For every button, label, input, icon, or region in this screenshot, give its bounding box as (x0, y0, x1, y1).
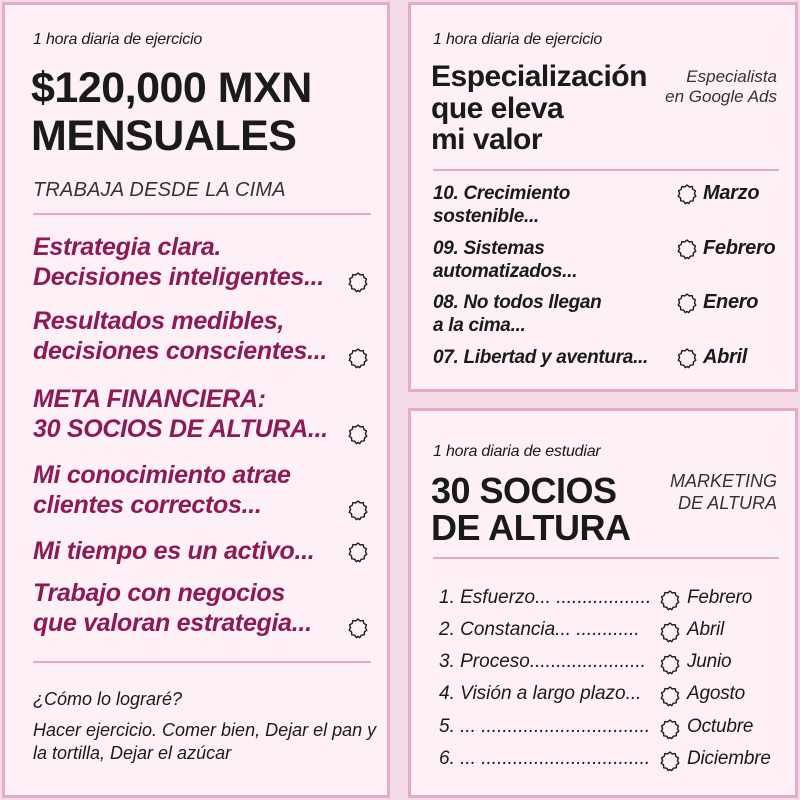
scalloped-badge-icon (676, 347, 698, 369)
scalloped-badge-icon (347, 347, 369, 369)
goal-item-5: Mi tiempo es un activo... (33, 537, 315, 565)
br-item-month: Abril (687, 619, 725, 640)
br-item-label: 2. Constancia... ............ (439, 619, 640, 640)
bottom-right-card: 1 hora diaria de estudiar 30 SOCIOS DE A… (408, 408, 798, 798)
goal-item-3: META FINANCIERA: 30 SOCIOS DE ALTURA... (33, 385, 328, 443)
scalloped-badge-icon (676, 292, 698, 314)
scalloped-badge-icon (347, 617, 369, 639)
br-item: 5. ... ................................ … (439, 716, 779, 742)
br-item-month: Junio (687, 651, 732, 672)
br-item-month: Agosto (687, 683, 745, 704)
scalloped-badge-icon (659, 750, 681, 772)
br-item-label: 4. Visión a largo plazo... (439, 683, 642, 704)
br-item: 4. Visión a largo plazo... Agosto (439, 683, 779, 709)
br-item-label: 5. ... ................................ (439, 716, 651, 737)
scalloped-badge-icon (347, 271, 369, 293)
goal-item-4: Mi conocimiento atrae clientes correctos.… (33, 461, 291, 519)
left-divider-top (33, 213, 371, 215)
left-divider-bottom (33, 661, 371, 663)
br-side-label: MARKETING DE ALTURA (669, 471, 777, 513)
tr-side-label: Especialista en Google Ads (665, 67, 777, 107)
br-item-label: 1. Esfuerzo... .................. (439, 587, 652, 608)
br-item: 3. Proceso...................... Junio (439, 651, 779, 677)
left-card: 1 hora diaria de ejercicio $120,000 MXN … (2, 2, 390, 798)
goal-item-1: Estrategia clara. Decisiones inteligentes… (33, 233, 324, 291)
tr-item-label: 10. Crecimiento sostenible... (433, 183, 570, 227)
br-item-month: Octubre (687, 716, 754, 737)
left-subtitle: TRABAJA DESDE LA CIMA (33, 179, 286, 201)
tr-divider (433, 169, 779, 171)
scalloped-badge-icon (659, 685, 681, 707)
scalloped-badge-icon (347, 423, 369, 445)
tr-item-label: 09. Sistemas automatizados... (433, 238, 578, 282)
br-headline: 30 SOCIOS DE ALTURA (431, 470, 631, 548)
goal-item-6: Trabajo con negocios que valoran estrateg… (33, 579, 312, 637)
tr-item-label: 07. Libertad y aventura... (433, 347, 649, 368)
tr-headline: Especialización que eleva mi valor (431, 60, 647, 156)
left-headline-line-1: $120,000 MXN (31, 64, 312, 112)
scalloped-badge-icon (347, 499, 369, 521)
scalloped-badge-icon (676, 183, 698, 205)
tr-item-month: Febrero (703, 237, 776, 259)
tr-item-month: Abril (703, 346, 748, 368)
goal-item-2: Resultados medibles, decisiones conscient… (33, 307, 328, 365)
br-item: 2. Constancia... ............ Abril (439, 619, 779, 645)
scalloped-badge-icon (659, 718, 681, 740)
scalloped-badge-icon (659, 621, 681, 643)
br-item: 6. ... ................................ … (439, 748, 779, 774)
tr-item-label: 08. No todos llegan a la cima... (433, 292, 602, 336)
scalloped-badge-icon (676, 238, 698, 260)
left-kicker: 1 hora diaria de ejercicio (33, 31, 203, 48)
question-text: ¿Cómo lo lograré? (33, 689, 183, 709)
answer-text: Hacer ejercicio. Comer bien, Dejar el pa… (33, 720, 377, 763)
top-right-card: 1 hora diaria de ejercicio Especializaci… (408, 2, 798, 392)
scalloped-badge-icon (659, 589, 681, 611)
br-item-month: Diciembre (687, 748, 771, 769)
tr-item-month: Marzo (703, 182, 760, 204)
br-item: 1. Esfuerzo... .................. Febrer… (439, 587, 779, 613)
br-divider (433, 557, 779, 559)
tr-kicker: 1 hora diaria de ejercicio (433, 31, 603, 48)
tr-item-month: Enero (703, 291, 759, 313)
scalloped-badge-icon (659, 653, 681, 675)
br-item-label: 6. ... ................................ (439, 748, 651, 769)
br-kicker: 1 hora diaria de estudiar (433, 443, 601, 460)
left-headline-line-2: MENSUALES (31, 112, 297, 160)
br-item-label: 3. Proceso...................... (439, 651, 646, 672)
br-item-month: Febrero (687, 587, 753, 608)
scalloped-badge-icon (347, 541, 369, 563)
